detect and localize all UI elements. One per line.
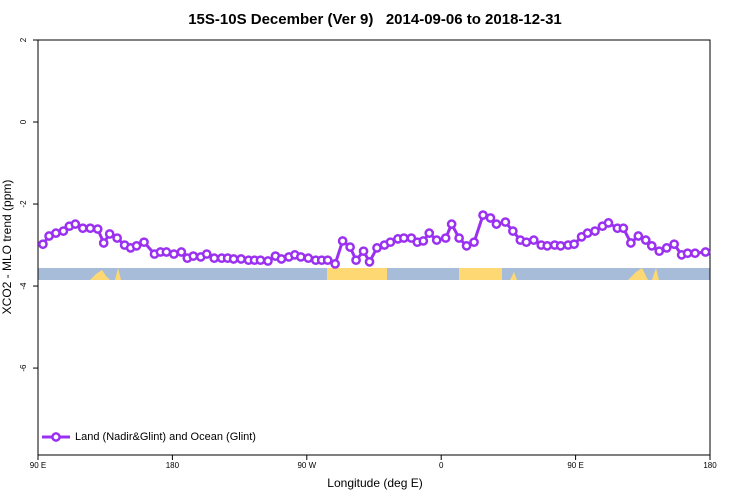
data-point xyxy=(161,247,172,257)
data-point xyxy=(236,254,246,264)
data-point xyxy=(201,249,212,259)
data-point xyxy=(508,226,518,236)
data-point xyxy=(399,233,409,243)
data-point xyxy=(85,223,96,234)
y-tick-label: -2 xyxy=(19,200,28,208)
data-point xyxy=(351,255,361,266)
data-point xyxy=(358,246,369,257)
data-point xyxy=(424,228,435,238)
data-point xyxy=(330,259,341,269)
data-point xyxy=(500,217,511,227)
data-point xyxy=(139,237,149,248)
data-point xyxy=(70,219,81,229)
land-band xyxy=(90,270,110,280)
data-point xyxy=(633,231,644,241)
data-point xyxy=(112,233,122,243)
y-tick-label: -6 xyxy=(19,364,28,372)
data-point xyxy=(626,238,636,248)
data-point xyxy=(491,219,502,229)
data-point xyxy=(640,235,651,245)
data-point xyxy=(682,248,693,259)
data-point xyxy=(322,255,333,266)
data-point xyxy=(345,242,355,252)
data-point xyxy=(469,237,479,248)
y-axis-label: XCO2 - MLO trend (ppm) xyxy=(0,180,14,315)
data-point xyxy=(521,237,532,248)
data-point xyxy=(255,255,266,266)
data-point xyxy=(418,236,429,246)
surface-band xyxy=(38,268,710,280)
data-point xyxy=(77,223,88,234)
land-band xyxy=(652,268,659,280)
data-point xyxy=(209,253,220,264)
data-point xyxy=(582,228,593,238)
data-point xyxy=(92,224,103,234)
data-point xyxy=(131,241,142,251)
data-point xyxy=(542,241,553,251)
y-tick-label: -4 xyxy=(19,282,28,290)
data-point xyxy=(618,223,629,234)
data-point xyxy=(303,253,314,264)
plot-frame xyxy=(37,39,711,456)
legend-label: Land (Nadir&Glint) and Ocean (Glint) xyxy=(75,431,256,443)
data-point xyxy=(337,236,348,246)
data-point xyxy=(228,254,239,264)
data-point xyxy=(169,249,179,259)
x-tick-label: 90 E xyxy=(30,461,46,470)
data-point xyxy=(555,241,566,251)
data-point xyxy=(454,233,464,243)
data-point xyxy=(431,235,442,245)
x-tick-label: 90 E xyxy=(567,461,583,470)
data-point xyxy=(176,247,187,257)
data-point xyxy=(364,257,375,267)
data-point xyxy=(528,235,539,245)
data-point xyxy=(478,210,488,220)
data-point xyxy=(669,239,680,250)
data-point xyxy=(263,256,273,266)
data-point xyxy=(700,247,711,257)
data-point xyxy=(590,226,600,236)
data-point xyxy=(446,219,457,229)
data-point xyxy=(51,228,61,238)
legend-marker xyxy=(51,432,61,442)
data-point xyxy=(569,239,579,250)
data-point xyxy=(58,226,69,236)
x-tick-label: 0 xyxy=(439,461,444,470)
data-point xyxy=(98,238,109,248)
land-band xyxy=(327,268,387,280)
y-tick-label: 2 xyxy=(19,37,28,42)
data-point xyxy=(485,213,496,223)
data-point xyxy=(276,254,287,264)
x-tick-label: 90 W xyxy=(297,461,316,470)
data-point xyxy=(38,239,48,250)
chart-title: 15S-10S December (Ver 9) 2014-09-06 to 2… xyxy=(188,11,562,28)
land-band xyxy=(628,268,648,280)
land-band xyxy=(115,268,121,280)
land-band xyxy=(459,268,502,280)
data-point xyxy=(385,237,396,248)
data-point xyxy=(461,241,472,251)
data-point xyxy=(654,246,665,257)
data-point xyxy=(188,251,199,261)
x-tick-label: 180 xyxy=(703,461,717,470)
data-point xyxy=(661,243,672,253)
data-point xyxy=(440,233,451,243)
x-axis-label: Longitude (deg E) xyxy=(327,476,422,490)
data-point xyxy=(690,248,700,259)
data-point xyxy=(372,243,382,253)
land-band xyxy=(510,272,517,280)
data-point xyxy=(295,252,306,262)
x-tick-label: 180 xyxy=(166,461,180,470)
data-point xyxy=(603,218,614,228)
data-point xyxy=(646,241,657,251)
data-point xyxy=(104,229,115,239)
y-tick-label: 0 xyxy=(19,119,28,124)
